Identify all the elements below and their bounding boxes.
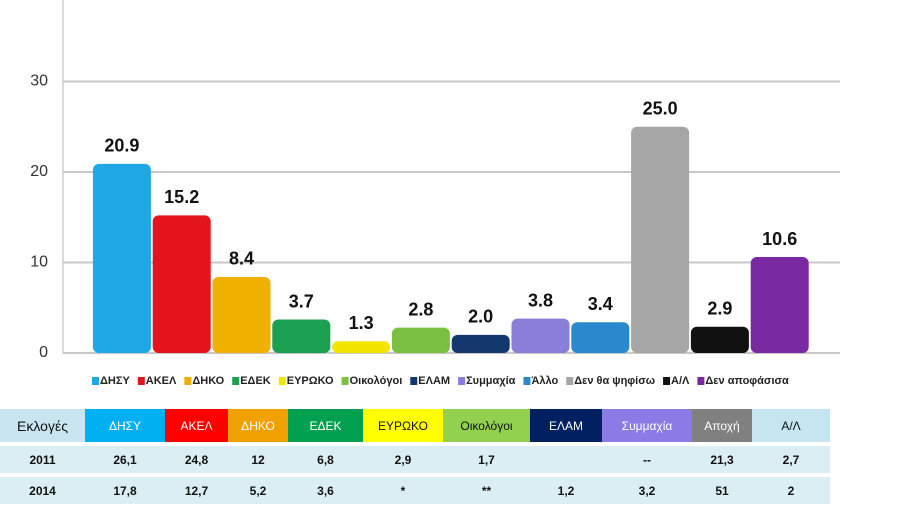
table-cell: 2,9 bbox=[363, 446, 443, 473]
table-cell: * bbox=[363, 477, 443, 504]
value-label: 8.4 bbox=[229, 249, 254, 269]
legend-swatch bbox=[566, 377, 574, 385]
header-cell: ΔΗΚΟ bbox=[228, 409, 288, 442]
header-cell: Α/Λ bbox=[752, 409, 830, 442]
value-label: 1.3 bbox=[349, 313, 374, 333]
table-cell: 17,8 bbox=[85, 477, 165, 504]
table-cell: 1,7 bbox=[443, 446, 530, 473]
value-label: 25.0 bbox=[643, 98, 678, 118]
y-tick-label: 20 bbox=[30, 163, 48, 180]
header-cell: Συμμαχία bbox=[602, 409, 692, 442]
legend-swatch bbox=[663, 377, 671, 385]
legend-label: ΔΗΣΥ bbox=[100, 375, 130, 387]
bar bbox=[690, 326, 749, 353]
bar bbox=[451, 334, 510, 353]
legend-label: Α/Λ bbox=[671, 375, 690, 387]
table-cell: 51 bbox=[692, 477, 752, 504]
legend-swatch bbox=[697, 377, 705, 385]
table-cell: 1,2 bbox=[530, 477, 602, 504]
table-row: Εκλογές ΔΗΣΥ ΑΚΕΛ ΔΗΚΟ ΕΔΕΚ ΕΥΡΩΚΟ Οικολόγοι ΕΛ… bbox=[0, 409, 830, 442]
value-label: 20.9 bbox=[104, 136, 139, 156]
legend-swatch bbox=[341, 377, 349, 385]
table-cell: 2 bbox=[752, 477, 830, 504]
header-cell: ΔΗΣΥ bbox=[85, 409, 165, 442]
bar bbox=[391, 327, 450, 353]
legend-label: Οικολόγοι bbox=[350, 375, 403, 387]
value-label: 2.8 bbox=[408, 299, 433, 319]
value-label: 2.9 bbox=[707, 299, 732, 319]
legend-label: ΕΔΕΚ bbox=[240, 375, 271, 387]
bar bbox=[212, 276, 271, 353]
table-cell: 12 bbox=[228, 446, 288, 473]
legend-label: ΕΥΡΩΚΟ bbox=[287, 375, 334, 387]
legend-label: Άλλο bbox=[531, 375, 558, 387]
bar bbox=[92, 163, 151, 353]
table-cell bbox=[530, 446, 602, 473]
header-cell: Εκλογές bbox=[0, 409, 85, 442]
value-label: 10.6 bbox=[762, 229, 797, 249]
table-cell: 3,6 bbox=[288, 477, 363, 504]
legend-label: Δεν αποφάσισα bbox=[705, 375, 789, 387]
legend-swatch bbox=[458, 377, 466, 385]
table-cell: 3,2 bbox=[602, 477, 692, 504]
header-cell: ΕΔΕΚ bbox=[288, 409, 363, 442]
table-cell: 6,8 bbox=[288, 446, 363, 473]
header-cell: Οικολόγοι bbox=[443, 409, 530, 442]
bar bbox=[750, 257, 809, 353]
bar bbox=[272, 319, 331, 353]
header-cell: Αποχή bbox=[692, 409, 752, 442]
table-cell: 2,7 bbox=[752, 446, 830, 473]
value-label: 3.4 bbox=[588, 294, 613, 314]
chart: 0 10 20 30 20.9 15.2 8.4 3.7 1.3 2.8 2.0 3.8 3.4 25.0… bbox=[30, 0, 840, 387]
header-cell: ΑΚΕΛ bbox=[165, 409, 228, 442]
legend-swatch bbox=[232, 377, 240, 385]
table-cell: 12,7 bbox=[165, 477, 228, 504]
table-cell: ** bbox=[443, 477, 530, 504]
legend-swatch bbox=[278, 377, 286, 385]
results-table: Εκλογές ΔΗΣΥ ΑΚΕΛ ΔΗΚΟ ΕΔΕΚ ΕΥΡΩΚΟ Οικολόγοι ΕΛ… bbox=[0, 405, 830, 508]
legend-swatch bbox=[523, 377, 531, 385]
legend-label: ΑΚΕΛ bbox=[146, 375, 177, 387]
table-cell: -- bbox=[602, 446, 692, 473]
y-tick-label: 0 bbox=[39, 344, 48, 361]
table-cell: 5,2 bbox=[228, 477, 288, 504]
value-label: 3.7 bbox=[289, 291, 314, 311]
table-cell: 2014 bbox=[0, 477, 85, 504]
y-tick-label: 10 bbox=[30, 254, 48, 271]
bar bbox=[571, 322, 630, 353]
table-cell: 2011 bbox=[0, 446, 85, 473]
legend-label: Δεν θα ψηφίσω bbox=[574, 375, 655, 387]
header-cell: ΕΥΡΩΚΟ bbox=[363, 409, 443, 442]
value-label: 2.0 bbox=[468, 307, 493, 327]
table-cell: 24,8 bbox=[165, 446, 228, 473]
table-cell: 26,1 bbox=[85, 446, 165, 473]
bar bbox=[631, 126, 690, 353]
legend-swatch bbox=[137, 377, 145, 385]
legend-swatch bbox=[410, 377, 418, 385]
legend-label: ΕΛΑΜ bbox=[418, 375, 450, 387]
table-row: 2011 26,1 24,8 12 6,8 2,9 1,7 -- 21,3 2,7 bbox=[0, 446, 830, 473]
header-cell: ΕΛΑΜ bbox=[530, 409, 602, 442]
legend-swatch bbox=[92, 377, 99, 385]
table-row: 2014 17,8 12,7 5,2 3,6 * ** 1,2 3,2 51 2 bbox=[0, 477, 830, 504]
legend-label: ΔΗΚΟ bbox=[192, 375, 224, 387]
bar bbox=[152, 215, 211, 353]
y-tick-label: 30 bbox=[30, 73, 48, 90]
value-label: 3.8 bbox=[528, 290, 553, 310]
table-cell: 21,3 bbox=[692, 446, 752, 473]
bar bbox=[511, 318, 570, 353]
legend-swatch bbox=[184, 377, 192, 385]
legend-label: Συμμαχία bbox=[466, 375, 516, 387]
bar bbox=[332, 341, 391, 353]
value-label: 15.2 bbox=[164, 187, 199, 207]
